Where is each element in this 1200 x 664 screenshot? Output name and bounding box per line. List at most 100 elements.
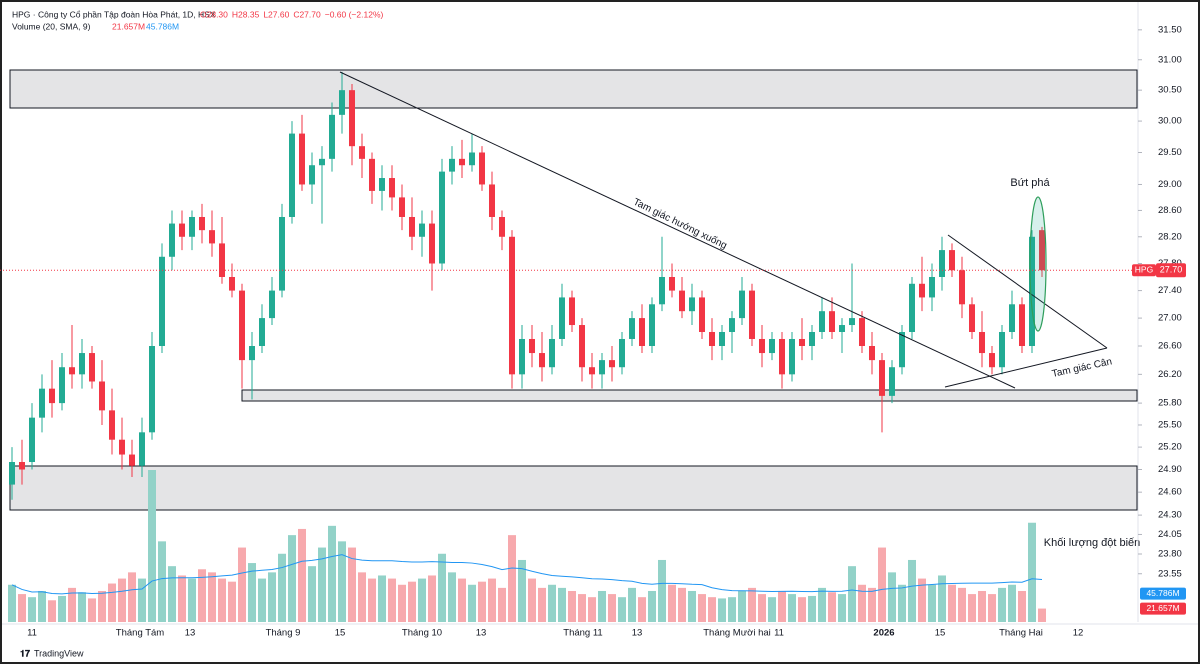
x-tick-label: 15 — [935, 628, 946, 639]
candle-body — [929, 276, 935, 298]
candle-body — [659, 276, 665, 305]
y-tick-label: 30.50 — [1158, 85, 1182, 96]
candle-body — [619, 338, 625, 368]
volume-bar — [38, 590, 46, 622]
volume-bar — [688, 590, 696, 622]
volume-bar — [858, 584, 866, 622]
ohlc-label: O28.30 — [200, 9, 228, 19]
brand-logo: 𝟏𝟕 — [20, 648, 30, 658]
candle-body — [889, 367, 895, 396]
candle-body — [709, 331, 715, 347]
candle-body — [649, 304, 655, 347]
candle-body — [309, 165, 315, 185]
candle-body — [79, 353, 85, 375]
volume-sma-tag-bg — [1140, 587, 1186, 600]
candle-body — [899, 331, 905, 368]
x-tick-label: Tháng 10 — [402, 628, 442, 639]
candle-body — [369, 158, 375, 191]
candle-body — [449, 158, 455, 172]
y-tick-label: 24.90 — [1158, 464, 1182, 475]
x-tick-label: 2026 — [873, 628, 894, 639]
volume-bar — [718, 598, 726, 622]
volume-bar — [258, 578, 266, 622]
candle-body — [989, 353, 995, 368]
x-tick-label: 13 — [185, 628, 196, 639]
y-tick-label: 31.50 — [1158, 24, 1182, 35]
annotation: Khối lượng đột biến — [1044, 537, 1141, 549]
y-tick-label: 27.40 — [1158, 285, 1182, 296]
volume-bar — [598, 590, 606, 622]
volume-bar — [678, 587, 686, 622]
volume-bar — [998, 587, 1006, 622]
volume-bar — [1038, 608, 1046, 622]
volume-bar — [268, 572, 276, 622]
y-tick-label: 28.20 — [1158, 231, 1182, 242]
candle-body — [169, 223, 175, 257]
candle-body — [769, 338, 775, 354]
candle-body — [579, 325, 585, 368]
candle-body — [949, 250, 955, 271]
candle-body — [809, 331, 815, 347]
volume-bar — [988, 594, 996, 622]
candle-body — [1019, 304, 1025, 347]
candle-body — [319, 158, 325, 166]
y-tick-label: 26.20 — [1158, 369, 1182, 380]
volume-bar — [468, 584, 476, 622]
candle-body — [459, 158, 465, 166]
candle-body — [99, 381, 105, 411]
candle-body — [599, 360, 605, 375]
volume-bar — [958, 587, 966, 622]
candle-body — [539, 353, 545, 368]
volume-bar — [568, 590, 576, 622]
candle-body — [479, 152, 485, 185]
candle-body — [729, 318, 735, 332]
volume-bar — [158, 541, 166, 622]
candle-body — [189, 216, 195, 237]
volume-bar — [288, 535, 296, 622]
candle-body — [689, 297, 695, 312]
volume-bar — [738, 590, 746, 622]
volume-bar — [908, 559, 916, 622]
volume-bar — [728, 597, 736, 622]
y-tick-label: 30.00 — [1158, 116, 1182, 127]
candle-body — [249, 346, 255, 361]
volume-value: 21.657M — [112, 21, 145, 31]
candle-body — [279, 216, 285, 291]
x-tick-label: 13 — [476, 628, 487, 639]
volume-bar — [608, 594, 616, 622]
candle-body — [789, 338, 795, 375]
candle-body — [89, 353, 95, 382]
x-tick-label: 11 — [27, 628, 37, 639]
volume-bar — [88, 598, 96, 622]
volume-bar — [388, 578, 396, 622]
volume-bar — [378, 575, 386, 622]
x-tick-label: Tháng Tám — [116, 628, 164, 639]
volume-bar — [478, 581, 486, 622]
support-zone — [241, 389, 1138, 402]
x-tick-label: 15 — [335, 628, 346, 639]
y-tick-label: 23.80 — [1158, 549, 1182, 560]
volume-bar — [68, 587, 76, 622]
volume-bar — [408, 581, 416, 622]
volume-bar — [748, 587, 756, 622]
volume-bar — [148, 470, 156, 622]
candle-body — [569, 297, 575, 326]
candles — [9, 71, 1045, 500]
candle-body — [679, 290, 685, 312]
candle-body — [829, 311, 835, 332]
candle-body — [969, 304, 975, 332]
volume-bar — [108, 583, 116, 622]
y-tick-label: 26.60 — [1158, 341, 1182, 352]
candle-body — [19, 462, 25, 470]
brand: TradingView — [34, 648, 84, 658]
volume-bar — [28, 597, 36, 622]
candle-body — [209, 230, 215, 244]
volume-bar — [308, 566, 316, 622]
ohlc-label: H28.35 — [232, 9, 260, 19]
axes: 31.50 31.00 30.50 30.00 29.50 29.00 28.60 28.20… — [27, 24, 1182, 638]
candle-body — [439, 171, 445, 264]
volume-bar — [238, 547, 246, 622]
candle-body — [589, 367, 595, 375]
candle-body — [349, 90, 355, 147]
